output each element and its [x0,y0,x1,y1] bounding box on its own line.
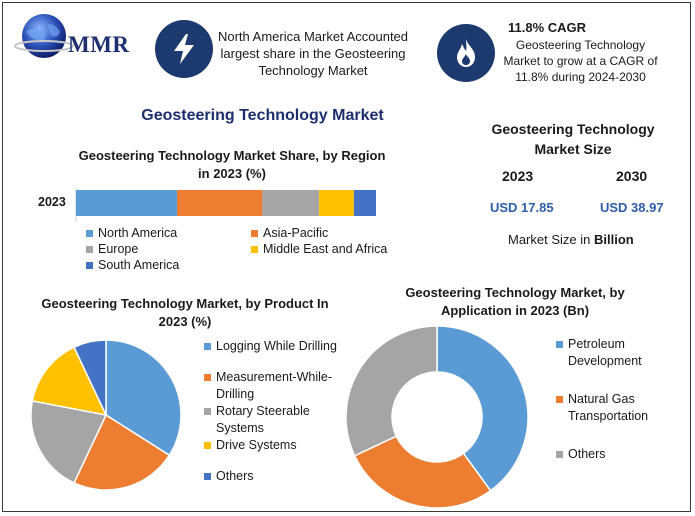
legend-swatch [204,442,211,449]
region-bar-segment-asia-pacific [177,190,263,216]
flame-icon [437,24,495,82]
application-donut-chart [345,325,529,509]
legend-swatch [556,451,563,458]
product-pie-chart [30,339,182,491]
legend-swatch [204,408,211,415]
region-bar-segment-north-america [76,190,178,216]
legend-swatch [86,261,93,269]
legend-swatch [251,229,258,237]
lightning-icon [155,20,213,78]
product-slice-rotary-steerable-systems [30,400,108,484]
product-legend-item-drive-systems: Drive Systems [204,437,354,454]
application-chart-title: Geosteering Technology Market, by Applic… [405,285,625,318]
legend-swatch [556,341,563,348]
application-legend-item-natural-gas-transportation: Natural Gas Transportation [556,391,681,425]
legend-swatch [86,229,93,237]
region-legend-item-north-america: North America [86,226,251,240]
market-size-note-prefix: Market Size in [508,232,594,247]
legend-label: Rotary Steerable Systems [216,404,310,435]
legend-swatch [204,343,211,350]
legend-label: Natural Gas Transportation [568,392,649,423]
legend-swatch [556,396,563,403]
legend-label: Others [568,447,606,461]
application-legend-item-petroleum-development: Petroleum Development [556,336,681,370]
header-left-text: North America Market Accounted largest s… [217,29,409,78]
legend-swatch [204,374,211,381]
market-size-title: Geosteering Technology Market Size [491,121,655,157]
legend-swatch [251,245,258,253]
legend-label: North America [98,226,178,240]
product-legend: Logging While Drilling Measurement-While-… [204,338,354,485]
globe-logo-icon [14,14,74,58]
product-slice-others [73,339,107,416]
application-slice-petroleum-development [436,325,529,492]
market-size-value-2023: USD 17.85 [490,200,554,215]
application-legend: Petroleum Development Natural Gas Transpo… [556,336,681,484]
region-legend-item-middle-east-and-africa: Middle East and Africa [251,242,421,256]
region-legend: North America Asia-Pacific Europe Middle Ea… [86,226,416,272]
product-legend-item-rotary-steerable-systems: Rotary Steerable Systems [204,403,354,437]
product-legend-item-others: Others [204,468,354,485]
product-slice-drive-systems [31,346,108,417]
market-size-value-2030: USD 38.97 [600,200,664,215]
cagr-text: Geosteering Technology Market to grow at… [503,38,658,84]
region-bar-segment-europe [262,190,320,216]
legend-label: Petroleum Development [568,337,642,368]
region-bar-category-label: 2023 [38,195,66,209]
market-size-note-unit: Billion [593,232,634,247]
legend-label: Europe [98,242,139,256]
legend-label: Logging While Drilling [216,339,337,353]
market-size-year-2030: 2030 [616,168,648,184]
region-legend-item-south-america: South America [86,258,251,272]
application-legend-item-others: Others [556,446,681,463]
legend-label: Drive Systems [216,438,297,452]
region-legend-item-europe: Europe [86,242,251,256]
legend-swatch [204,473,211,480]
legend-swatch [86,245,93,253]
legend-label: Measurement-While-Drilling [216,370,333,401]
logo-text: MMR [68,32,130,57]
region-legend-item-asia-pacific: Asia-Pacific [251,226,421,240]
region-bar-segment-south-america [353,190,376,216]
product-legend-item-logging-while-drilling: Logging While Drilling [204,338,354,355]
application-slice-natural-gas-transportation [353,435,492,509]
product-chart-title: Geosteering Technology Market, by Produc… [41,296,329,329]
legend-label: Middle East and Africa [263,242,388,256]
legend-label: Others [216,469,254,483]
legend-label: South America [98,258,180,272]
region-bar-segment-middle-east-and-africa [319,190,354,216]
region-stacked-bar-chart [75,188,376,222]
product-legend-item-measurement-while-drilling: Measurement-While-Drilling [204,369,354,403]
application-slice-others [345,325,438,457]
legend-label: Asia-Pacific [263,226,329,240]
region-chart-title: Geosteering Technology Market Share, by … [78,148,386,181]
cagr-title: 11.8% CAGR [508,20,587,35]
market-size-year-2023: 2023 [502,168,534,184]
main-title: Geosteering Technology Market [141,107,384,124]
market-size-note: Market Size in Billion [508,232,634,247]
